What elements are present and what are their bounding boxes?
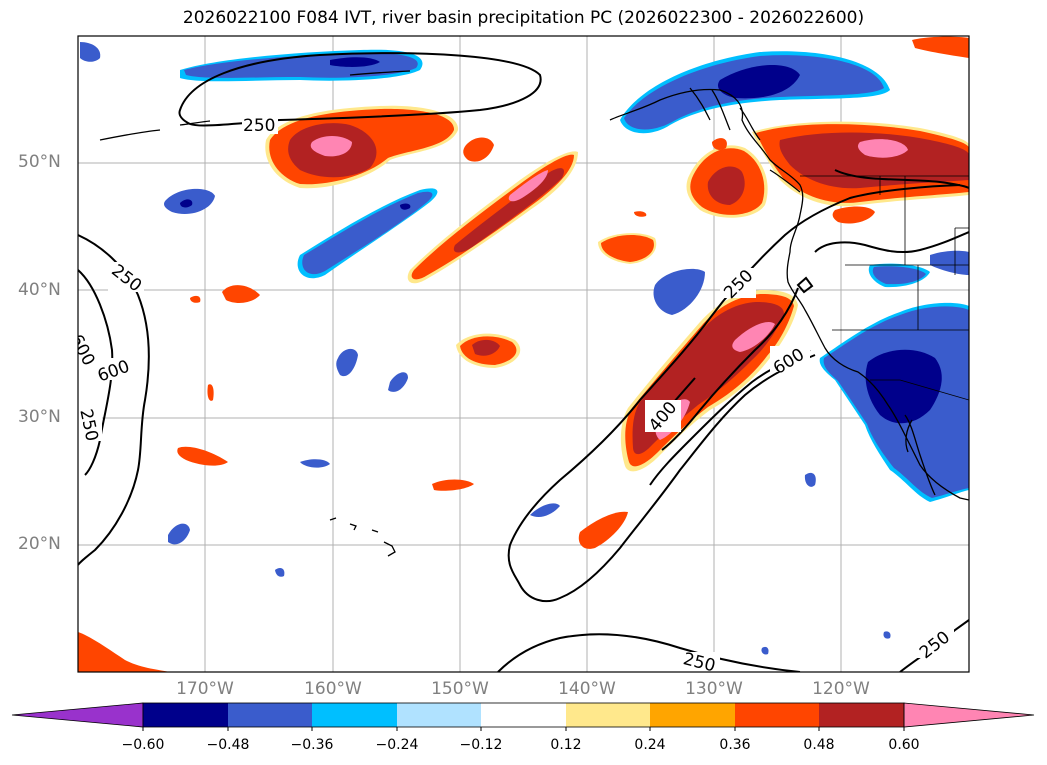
colorbar-tick-label-1: −0.60 <box>121 737 165 753</box>
colorbar-extend-max <box>903 702 1035 728</box>
neg-patch-small-50n <box>164 188 215 215</box>
aleutian-islands <box>99 70 411 141</box>
colorbar <box>11 702 1035 731</box>
colorbar-segment-1 <box>143 703 228 727</box>
colorbar-tick-label-10: 0.60 <box>888 737 920 753</box>
neg-patch-small-south <box>761 631 891 655</box>
alaska-panhandle <box>689 87 761 141</box>
lat-label-50n: 50°N <box>18 152 61 172</box>
lon-label-170w: 170°W <box>176 679 234 699</box>
pos-patch-ar-streak-north <box>407 151 578 284</box>
chart-title: 2026022100 F084 IVT, river basin precipi… <box>182 8 865 28</box>
ivt-250-coast-east <box>814 231 969 254</box>
contour-label-bg-9 <box>916 628 954 658</box>
lon-label-160w: 160°W <box>304 679 362 699</box>
pos-patch-bc-coast <box>686 138 768 218</box>
contour-label-bg-5 <box>720 268 756 298</box>
ivt-small-loop <box>796 276 814 294</box>
positive-pc-areas <box>78 36 969 672</box>
plot-frame <box>77 35 970 673</box>
contour-label-bg-4 <box>96 358 134 380</box>
lon-label-130w: 130°W <box>685 679 743 699</box>
contour-label-bg-6 <box>645 400 681 432</box>
ivt-250-south <box>497 633 801 672</box>
colorbar-segment-6 <box>566 703 650 727</box>
contour-label-bg-3 <box>78 405 102 441</box>
contour-label-bg-2 <box>108 262 144 292</box>
boundaries <box>800 175 969 401</box>
colorbar-segment-2 <box>228 703 312 727</box>
colorbar-tick-label-2: −0.48 <box>206 737 250 753</box>
colorbar-segment-9 <box>819 703 904 727</box>
us-mexico-border <box>899 379 969 401</box>
lat-label-40n: 40°N <box>18 280 61 300</box>
north-america-coast <box>609 88 969 501</box>
pos-patch-small-misc <box>177 211 657 549</box>
contour-label-250-north: 250 <box>243 116 275 136</box>
contour-label-250-south: 250 <box>681 649 717 676</box>
colorbar-segment-7 <box>650 703 735 727</box>
lon-label-140w: 140°W <box>558 679 616 699</box>
colorbar-extend-min <box>11 702 144 728</box>
colorbar-frame <box>142 702 905 728</box>
contour-label-250-west-low: 250 <box>75 407 101 443</box>
lon-label-120w: 120°W <box>812 679 870 699</box>
coastlines <box>99 70 969 557</box>
lon-label-150w: 150°W <box>431 679 489 699</box>
baja-california <box>904 414 936 496</box>
colorbar-tick-label-7: 0.24 <box>634 737 666 753</box>
colorbar-tick-marks <box>142 727 905 731</box>
pos-patch-bottom-left <box>78 632 170 672</box>
contour-label-bg-7 <box>770 346 810 372</box>
lat-label-20n: 20°N <box>18 534 61 554</box>
neg-patch-small-40n <box>653 268 705 315</box>
contour-label-bg-1 <box>242 114 278 134</box>
ivt-250-ar <box>507 169 969 603</box>
negative-pc-areas <box>80 42 969 655</box>
colorbar-tick-label-6: 0.12 <box>550 737 582 753</box>
contour-label-bg-8 <box>682 652 720 672</box>
ivt-contour-labels: 250 250 250 600 250 400 600 250 250 600 <box>75 114 954 676</box>
neg-patch-small-35n <box>168 348 816 577</box>
colorbar-segment-4 <box>397 703 481 727</box>
neg-patch-topleft <box>80 42 101 62</box>
colorbar-segment-5 <box>481 703 566 727</box>
state-lines <box>832 176 969 381</box>
vancouver-island <box>769 169 801 193</box>
hawaiian-islands <box>329 517 396 557</box>
colorbar-tick-label-5: −0.12 <box>459 737 503 753</box>
ivt-600-west <box>78 269 114 476</box>
neg-patch-alaska-coast <box>620 51 890 134</box>
neg-patch-ne-pacific-streak <box>297 188 438 279</box>
colorbar-tick-label-3: −0.36 <box>290 737 334 753</box>
colorbar-segment-8 <box>735 703 819 727</box>
contour-label-bg-10 <box>78 338 96 368</box>
pos-patch-gulf-alaska-west <box>265 105 494 189</box>
colorbar-tick-label-8: 0.36 <box>719 737 751 753</box>
colorbar-tick-label-9: 0.48 <box>803 737 835 753</box>
pos-patch-pnw-interior <box>752 36 969 224</box>
neg-patch-california <box>819 250 969 502</box>
colorbar-tick-label-4: −0.24 <box>375 737 419 753</box>
lat-label-30n: 30°N <box>18 407 61 427</box>
ivt-250-north-loop <box>178 52 542 127</box>
colorbar-segment-3 <box>312 703 397 727</box>
